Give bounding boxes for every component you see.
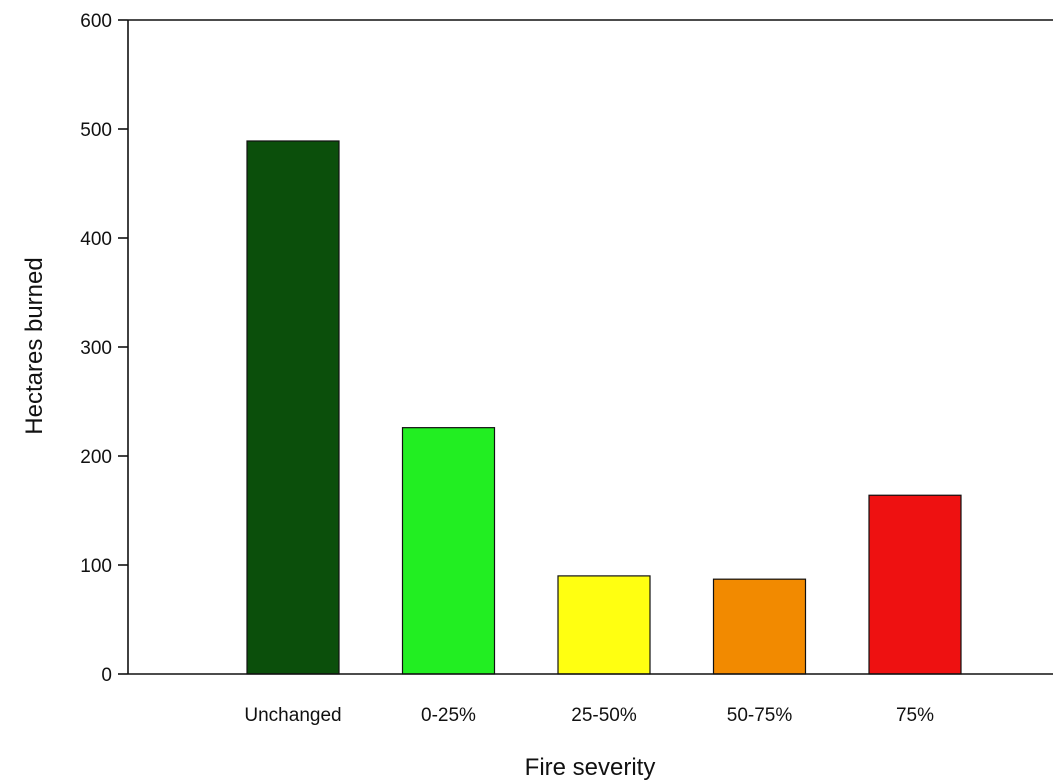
y-tick-label: 300 [80, 338, 112, 359]
bar-unchanged [246, 140, 340, 675]
x-axis-title: Fire severity [525, 754, 656, 781]
x-tick-label: 50-75% [727, 705, 793, 726]
bar-0-25 [401, 427, 496, 675]
y-tick-label: 100 [80, 556, 112, 577]
y-tick-label: 0 [101, 665, 112, 686]
y-tick-label: 600 [80, 11, 112, 32]
bar-25-50 [557, 575, 651, 675]
x-axis-tick-labels: Unchanged 0-25% 25-50% 50-75% 75% [244, 705, 934, 726]
bars [246, 140, 962, 675]
x-tick-label: Unchanged [244, 705, 341, 726]
y-axis-title: Hectares burned [21, 257, 48, 434]
y-axis-ticks: 0 100 200 300 400 500 600 [80, 11, 128, 686]
y-tick-label: 400 [80, 229, 112, 250]
x-tick-label: 75% [896, 705, 934, 726]
bar-75 [868, 494, 962, 675]
y-tick-label: 500 [80, 120, 112, 141]
x-tick-label: 25-50% [571, 705, 637, 726]
x-tick-label: 0-25% [421, 705, 476, 726]
bar-50-75 [712, 578, 807, 675]
y-tick-label: 200 [80, 447, 112, 468]
